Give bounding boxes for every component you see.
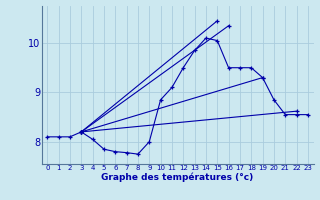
X-axis label: Graphe des températures (°c): Graphe des températures (°c) <box>101 173 254 182</box>
